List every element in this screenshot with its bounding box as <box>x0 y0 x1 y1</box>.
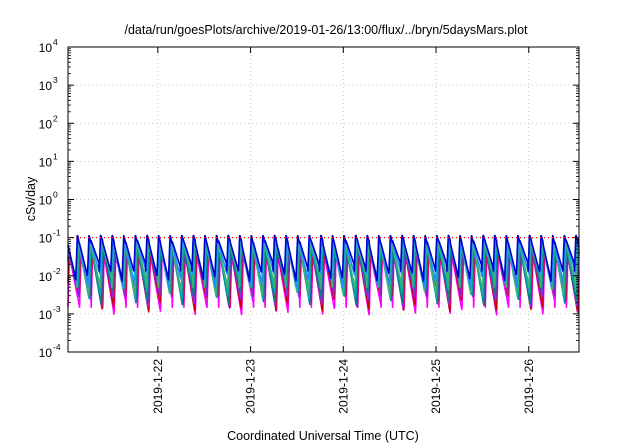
y-tick-label: 10 2 <box>39 113 58 131</box>
y-tick-base: 10 <box>39 270 53 284</box>
y-tick-label: 10 -3 <box>39 304 61 322</box>
y-axis-label: cSv/day <box>24 176 38 221</box>
y-tick-exponent: -1 <box>53 228 61 238</box>
y-tick-label: 10 -2 <box>39 266 61 284</box>
y-tick-exponent: -4 <box>53 342 61 352</box>
y-tick-base: 10 <box>39 308 53 322</box>
y-tick-exponent: -2 <box>53 266 61 276</box>
x-tick-label: 2019-1-25 <box>429 359 443 414</box>
y-tick-base: 10 <box>39 79 53 93</box>
x-axis: 2019-1-22 2019-1-23 2019-1-24 2019-1-25 2019… <box>151 47 536 414</box>
grid <box>68 47 579 352</box>
y-tick-exponent: 4 <box>53 37 58 47</box>
y-tick-exponent: 2 <box>53 113 58 123</box>
y-tick-exponent: 0 <box>53 190 58 200</box>
series-layer <box>67 234 580 316</box>
y-tick-base: 10 <box>39 41 53 55</box>
y-tick-exponent: 3 <box>53 75 58 85</box>
x-tick-label: 2019-1-22 <box>151 359 165 414</box>
chart-title: /data/run/goesPlots/archive/2019-01-26/1… <box>124 23 528 37</box>
y-tick-label: 10 4 <box>39 37 58 55</box>
x-tick-label: 2019-1-24 <box>336 359 350 414</box>
y-tick-label: 10 3 <box>39 75 58 93</box>
y-tick-label: 10 -1 <box>39 228 61 246</box>
x-tick-label: 2019-1-26 <box>522 359 536 414</box>
y-tick-exponent: -3 <box>53 304 61 314</box>
x-tick-label: 2019-1-23 <box>244 359 258 414</box>
y-tick-base: 10 <box>39 194 53 208</box>
y-tick-base: 10 <box>39 117 53 131</box>
x-axis-label: Coordinated Universal Time (UTC) <box>227 429 419 443</box>
y-tick-base: 10 <box>39 232 53 246</box>
y-tick-base: 10 <box>39 346 53 360</box>
y-tick-exponent: 1 <box>53 151 58 161</box>
y-tick-label: 10 0 <box>39 190 58 208</box>
series-line <box>67 234 580 282</box>
y-tick-label: 10 -4 <box>39 342 61 360</box>
y-tick-base: 10 <box>39 155 53 169</box>
y-tick-label: 10 1 <box>39 151 58 169</box>
